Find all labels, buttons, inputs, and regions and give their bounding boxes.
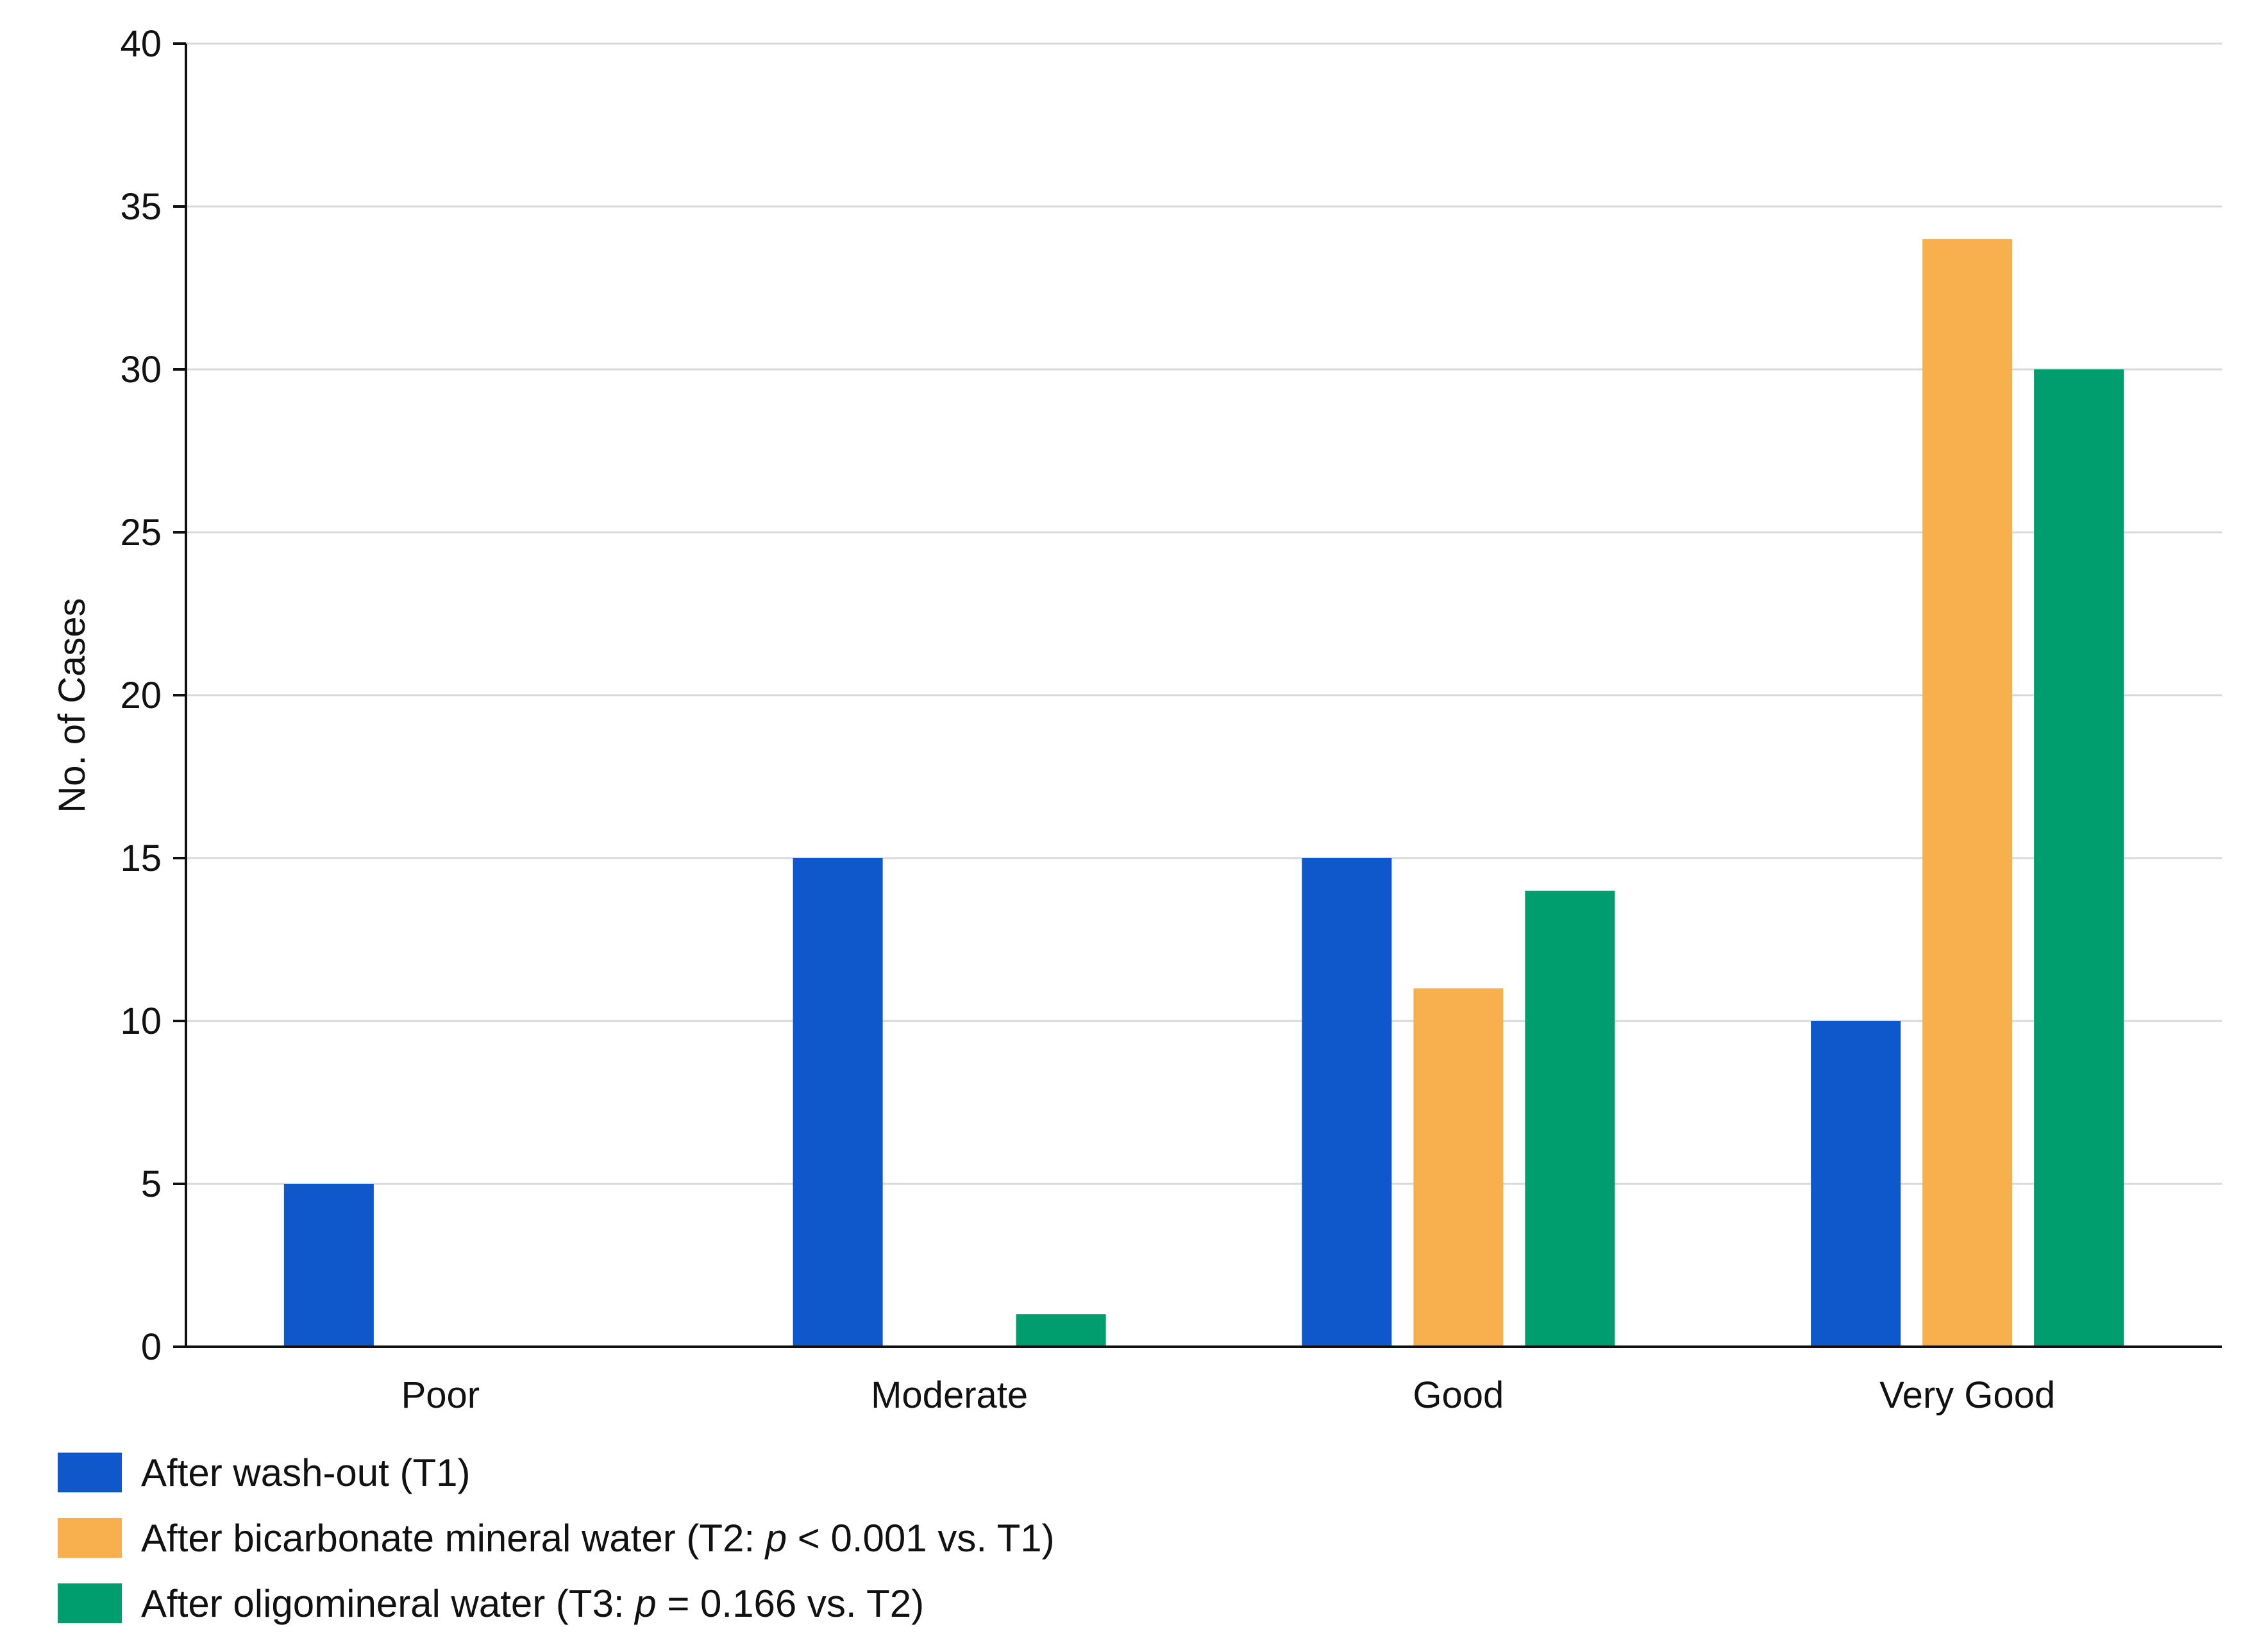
x-tick-label-good: Good (1413, 1374, 1504, 1416)
legend-item-t1: After wash-out (T1) (58, 1440, 1055, 1505)
y-tick-label-40: 40 (120, 23, 162, 65)
legend-swatch-t2 (58, 1518, 122, 1558)
bar-good-t3 (1525, 890, 1615, 1347)
bar-very-good-t3 (2034, 369, 2124, 1347)
y-tick-label-25: 25 (120, 512, 162, 553)
legend-item-t2: After bicarbonate mineral water (T2: p <… (58, 1505, 1055, 1571)
y-tick-label-15: 15 (120, 838, 162, 879)
y-axis-title: No. of Cases (51, 598, 93, 813)
legend-swatch-t3 (58, 1583, 122, 1623)
bar-moderate-t3 (1016, 1314, 1106, 1347)
legend-label-t2: After bicarbonate mineral water (T2: p <… (141, 1516, 1055, 1560)
bar-good-t1 (1302, 858, 1392, 1347)
gridlines (186, 42, 2222, 1185)
legend-swatch-t1 (58, 1453, 122, 1492)
legend-label-t3: After oligomineral water (T3: p = 0.166 … (141, 1581, 925, 1625)
bar-poor-t1 (283, 1184, 374, 1347)
y-tick-label-5: 5 (141, 1163, 162, 1205)
legend: After wash-out (T1) After bicarbonate mi… (58, 1440, 1055, 1636)
bar-very-good-t1 (1811, 1021, 1901, 1347)
legend-label-t1: After wash-out (T1) (141, 1451, 471, 1494)
y-tick-label-0: 0 (141, 1326, 162, 1368)
axes (173, 42, 2222, 1348)
y-tick-label-35: 35 (120, 186, 162, 228)
y-tick-label-10: 10 (120, 1000, 162, 1042)
x-tick-label-moderate: Moderate (871, 1374, 1028, 1416)
y-tick-label-30: 30 (120, 349, 162, 391)
bar-moderate-t1 (793, 858, 883, 1347)
bar-good-t2 (1413, 988, 1504, 1347)
bars (283, 239, 2124, 1347)
y-tick-label-20: 20 (120, 675, 162, 716)
x-tick-label-very-good: Very Good (1879, 1374, 2055, 1416)
x-tick-label-poor: Poor (401, 1374, 480, 1416)
bar-very-good-t2 (1922, 239, 2013, 1347)
legend-item-t3: After oligomineral water (T3: p = 0.166 … (58, 1571, 1055, 1636)
tick-labels: 0 5 10 15 20 25 30 35 40 Poor Moderate Good Very Goo… (120, 23, 2055, 1416)
